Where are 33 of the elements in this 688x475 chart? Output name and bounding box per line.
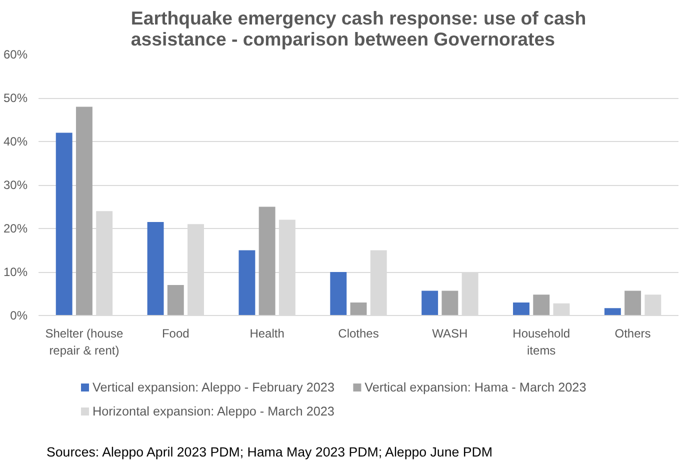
bar bbox=[147, 222, 164, 316]
legend-label: Vertical expansion: Aleppo - February 2023 bbox=[92, 380, 334, 394]
bar bbox=[330, 272, 347, 316]
y-tick-label: 50% bbox=[3, 91, 28, 105]
bar bbox=[56, 132, 72, 316]
bar bbox=[167, 285, 184, 316]
legend-label: Vertical expansion: Hama - March 2023 bbox=[364, 380, 586, 394]
x-tick-label: Others bbox=[614, 326, 651, 340]
bar bbox=[76, 106, 92, 316]
legend-label: Horizontal expansion: Aleppo - March 2023 bbox=[92, 404, 334, 418]
x-tick-label: Health bbox=[250, 326, 284, 340]
bar bbox=[258, 206, 276, 316]
y-tick-label: 0% bbox=[10, 308, 28, 322]
bar bbox=[238, 250, 256, 316]
bar bbox=[604, 308, 621, 316]
x-tick-label: Food bbox=[162, 326, 190, 340]
x-tick-label: Clothes bbox=[338, 326, 379, 340]
bar bbox=[442, 290, 458, 316]
chart-title: Earthquake emergency cash response: use of cash assistance - comparison between Governorates bbox=[130, 8, 586, 50]
y-tick-label: 20% bbox=[3, 222, 28, 236]
bar bbox=[350, 302, 367, 316]
x-tick-label: Household items bbox=[512, 326, 570, 358]
x-tick-label: Shelter (house repair & rent) bbox=[45, 326, 124, 358]
x-tick-label: WASH bbox=[432, 326, 468, 340]
y-tick-label: 30% bbox=[3, 178, 28, 192]
y-tick-label: 60% bbox=[3, 48, 28, 62]
bar bbox=[513, 302, 530, 316]
bar bbox=[624, 290, 642, 316]
y-tick-label: 40% bbox=[3, 134, 28, 148]
y-tick-label: 10% bbox=[3, 265, 28, 279]
bar bbox=[422, 290, 438, 316]
source-note: Sources: Aleppo April 2023 PDM; Hama May 2023 PDM; Aleppo June PDM bbox=[46, 444, 492, 460]
bar bbox=[533, 294, 550, 316]
